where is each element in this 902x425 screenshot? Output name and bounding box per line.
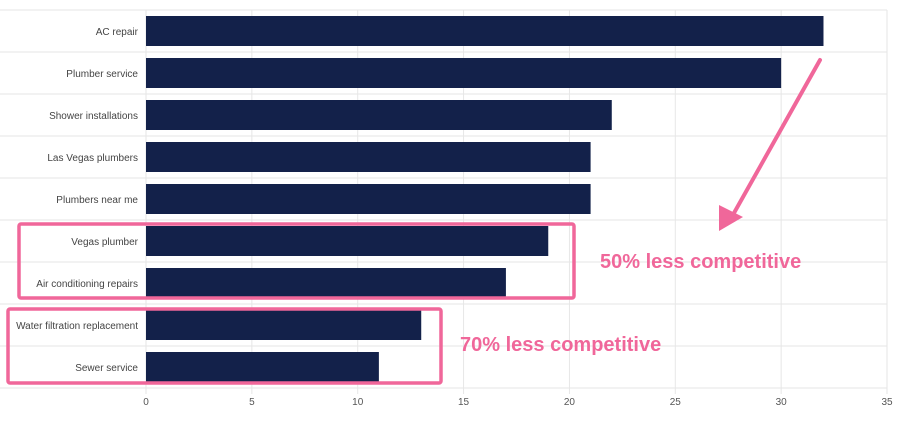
x-tick-label: 20 — [564, 397, 576, 408]
category-label: Air conditioning repairs — [36, 279, 138, 290]
category-label: Shower installations — [49, 111, 138, 122]
category-label: Plumber service — [66, 69, 138, 80]
highlight-box-70 — [6, 307, 443, 385]
bar — [146, 226, 549, 256]
x-tick-label: 0 — [143, 397, 149, 408]
bar — [146, 268, 506, 298]
bar — [146, 142, 591, 172]
x-tick-label: 15 — [458, 397, 470, 408]
highlight-box-50 — [17, 222, 576, 300]
category-label: Las Vegas plumbers — [47, 153, 138, 164]
bar — [146, 100, 612, 130]
annotation-70: 70% less competitive — [460, 334, 661, 356]
bar — [146, 16, 824, 46]
category-label: Plumbers near me — [56, 195, 138, 206]
category-label: Sewer service — [75, 363, 138, 374]
x-tick-label: 35 — [881, 397, 893, 408]
x-tick-label: 25 — [670, 397, 682, 408]
x-tick-label: 10 — [352, 397, 364, 408]
category-label: Water filtration replacement — [16, 321, 138, 332]
bar — [146, 310, 422, 340]
bar — [146, 184, 591, 214]
arrow-shaft — [732, 58, 822, 215]
annotation-layer: 50% less competitive 70% less competitiv… — [6, 58, 822, 385]
x-tick-label: 5 — [249, 397, 255, 408]
x-tick-label: 30 — [776, 397, 788, 408]
annotation-50: 50% less competitive — [600, 251, 801, 273]
bar-layer — [146, 16, 824, 382]
bar — [146, 352, 379, 382]
arrow-head — [719, 205, 743, 231]
x-tick-layer: 0 5 10 15 20 25 30 35 — [143, 397, 893, 408]
category-label: AC repair — [96, 27, 139, 38]
category-label: Vegas plumber — [71, 237, 138, 248]
category-label-layer: AC repair Plumber service Shower installat… — [16, 27, 139, 374]
bar — [146, 58, 782, 88]
